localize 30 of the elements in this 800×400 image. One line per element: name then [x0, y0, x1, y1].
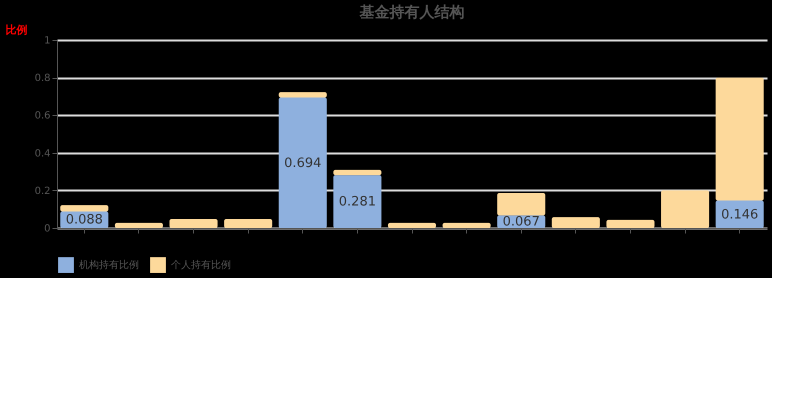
legend-label: 机构持有比例 — [79, 259, 139, 272]
bar — [333, 170, 382, 176]
bar — [278, 98, 327, 228]
bar — [388, 222, 436, 228]
bar — [60, 205, 108, 212]
bar — [661, 190, 710, 228]
y-tick-label: 0 — [44, 224, 50, 234]
bar — [606, 220, 654, 228]
bar — [333, 175, 382, 228]
chart-title: 基金持有人结构 — [358, 3, 464, 21]
y-axis-title: 比例 — [6, 24, 28, 36]
y-tick-label: 0.4 — [34, 148, 50, 160]
bar — [278, 92, 327, 98]
bar — [552, 217, 600, 228]
bar — [497, 193, 546, 216]
data-label: 0.281 — [338, 194, 376, 210]
data-label: 0.067 — [502, 214, 540, 230]
bar — [224, 218, 272, 228]
y-tick-label: 0.2 — [34, 186, 50, 197]
data-label: 0.146 — [721, 207, 758, 222]
bar — [170, 218, 218, 228]
y-tick-label: 0.6 — [34, 110, 50, 122]
bar — [716, 78, 764, 201]
bar — [442, 222, 491, 228]
legend-label: 个人持有比例 — [171, 259, 231, 272]
data-label: 0.088 — [66, 212, 103, 228]
y-tick-label: 0.8 — [34, 73, 50, 84]
bar — [114, 222, 163, 228]
y-tick-label: 1 — [44, 36, 50, 46]
data-label: 0.694 — [284, 156, 322, 171]
